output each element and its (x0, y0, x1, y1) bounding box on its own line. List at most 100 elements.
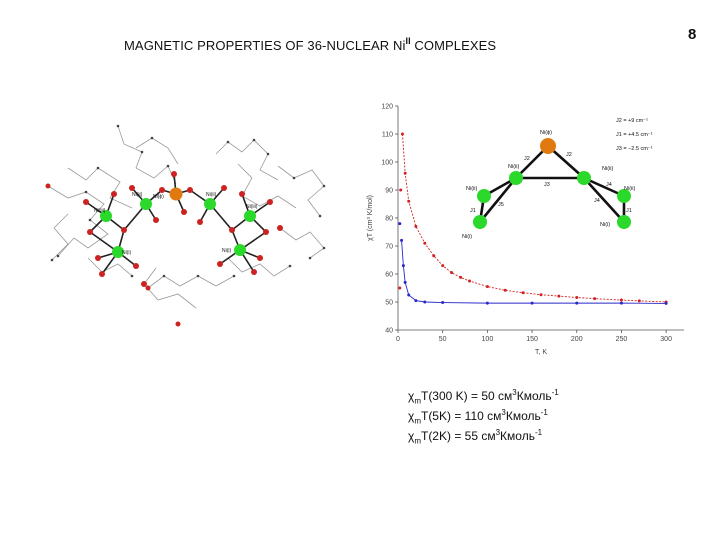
data-point (485, 301, 489, 305)
eq-sup1: 3 (501, 408, 506, 417)
eq-mid: Кмоль (500, 429, 535, 443)
data-point (593, 297, 597, 301)
x-tick-label: 300 (660, 336, 672, 343)
x-tick-label: 200 (571, 336, 583, 343)
y-tick-label: 110 (382, 132, 393, 139)
atom-label: Ni(i) (122, 250, 131, 256)
ni-atom (204, 198, 216, 210)
eq-sub: m (414, 416, 421, 426)
eq-chi: χ (408, 389, 415, 403)
inset-node-label: Ni(ii) (508, 164, 519, 170)
series-fit-line (401, 240, 667, 304)
inset-node-label: Ni(i) (462, 234, 472, 240)
molecular-structure-figure: Ni(iii) Ni(ii) Ni(ϕ) Ni(ii) Ni(iii) Ni(i… (45, 124, 326, 327)
data-point (450, 271, 454, 275)
data-point (414, 224, 418, 228)
coupling-bond (583, 177, 625, 223)
data-point (521, 291, 525, 295)
data-point (539, 293, 543, 297)
data-point (399, 188, 403, 192)
data-point (619, 301, 623, 305)
eq-sup2: -1 (534, 428, 543, 437)
data-point (664, 301, 668, 305)
ligand-framework (47, 125, 325, 309)
page-number: 8 (688, 26, 697, 43)
inset-node (509, 171, 523, 185)
title-text: MAGNETIC PROPERTIES OF 36-NUCLEAR Ni (124, 38, 406, 53)
x-tick-label: 150 (526, 336, 538, 343)
data-point (530, 301, 534, 305)
y-tick-label: 60 (385, 272, 393, 279)
x-tick-label: 0 (396, 336, 400, 343)
ni-atom (112, 246, 124, 258)
data-point (400, 238, 404, 242)
ni-center-atom (169, 187, 183, 201)
eq-pre: T(2K) = 55 см (420, 429, 496, 443)
eq-chi: χ (408, 429, 415, 443)
eq-pre: T(5K) = 110 см (420, 409, 502, 423)
atom-label: Ni(ii) (206, 192, 217, 198)
inset-node (617, 189, 631, 203)
data-point (575, 296, 579, 300)
eq-sup2: -1 (540, 408, 548, 417)
equation-line: χmT(2K) = 55 см3Кмоль-1 (408, 428, 542, 445)
inset-legend-line: J3 = −2.5 cm⁻¹ (616, 146, 653, 152)
coupling-label: J4 (594, 198, 600, 204)
data-point (619, 298, 623, 302)
eq-sup1: 3 (512, 388, 517, 397)
inset-node (617, 215, 631, 229)
ni-atom (244, 210, 256, 222)
coupling-label: J2 (524, 156, 530, 162)
eq-sup1: 3 (495, 428, 501, 437)
y-axis-label: χT (cm³ K/mol) (367, 195, 374, 241)
eq-sub: m (414, 396, 421, 406)
atom-label: Ni(i) (222, 248, 231, 254)
data-point (407, 199, 411, 203)
atom-label: Ni(ϕ) (153, 194, 164, 200)
data-point (503, 288, 507, 292)
inset-node-label: Ni(i) (600, 222, 610, 228)
eq-mid: Кмоль (505, 409, 541, 423)
atom-label: Ni(iii) (246, 204, 258, 210)
slide-title: MAGNETIC PROPERTIES OF 36-NUCLEAR NiII C… (124, 36, 496, 53)
coupling-bond (478, 177, 518, 223)
y-tick-label: 40 (385, 328, 393, 335)
inset-legend-line: J2 = +9 cm⁻¹ (616, 118, 648, 124)
equation-line: χmT(300 K) = 50 см3Кмоль-1 (408, 388, 559, 405)
inset-legend-line: J1 = +4.5 cm⁻¹ (616, 132, 653, 138)
data-point (407, 293, 411, 297)
y-tick-label: 70 (385, 244, 393, 251)
y-tick-label: 80 (385, 216, 393, 223)
data-point (432, 254, 436, 258)
coupling-label: J5 (498, 202, 504, 208)
inset-node (577, 171, 591, 185)
inset-node (473, 215, 487, 229)
y-tick-label: 120 (381, 104, 393, 111)
title-tail: COMPLEXES (410, 38, 497, 53)
y-tick-label: 50 (385, 300, 393, 307)
inset-node-label: Ni(ii) (466, 186, 477, 192)
data-point (400, 132, 404, 136)
coupling-label: J1 (470, 208, 476, 214)
atom-labels: Ni(iii) Ni(ii) Ni(ϕ) Ni(ii) Ni(iii) Ni(i… (94, 192, 258, 256)
inset-node-label: Ni(ϕ) (540, 130, 552, 136)
data-point (423, 241, 427, 245)
equation-line: χmT(5K) = 110 см3Кмоль-1 (408, 408, 548, 425)
title-superscript: II (405, 36, 411, 46)
data-point (398, 286, 402, 290)
data-point (485, 285, 489, 289)
eq-sub: m (414, 436, 421, 446)
atom-label: Ni(ii) (132, 192, 143, 198)
y-tick-label: 90 (385, 188, 393, 195)
eq-chi: χ (408, 409, 415, 423)
magnetic-susceptibility-chart: 40 50 60 70 80 90 100 110 120 0 50 100 150 200 250 300 T… (367, 104, 684, 356)
data-point (441, 301, 445, 305)
ligand-atoms (46, 124, 326, 326)
coupling-label: J2 (566, 152, 572, 158)
data-point (459, 275, 463, 279)
data-point (403, 171, 407, 175)
ni-atom (140, 198, 152, 210)
data-point (403, 280, 407, 284)
coupling-label: J4 (606, 182, 612, 188)
inset-node-label: Ni(ii) (602, 166, 613, 172)
